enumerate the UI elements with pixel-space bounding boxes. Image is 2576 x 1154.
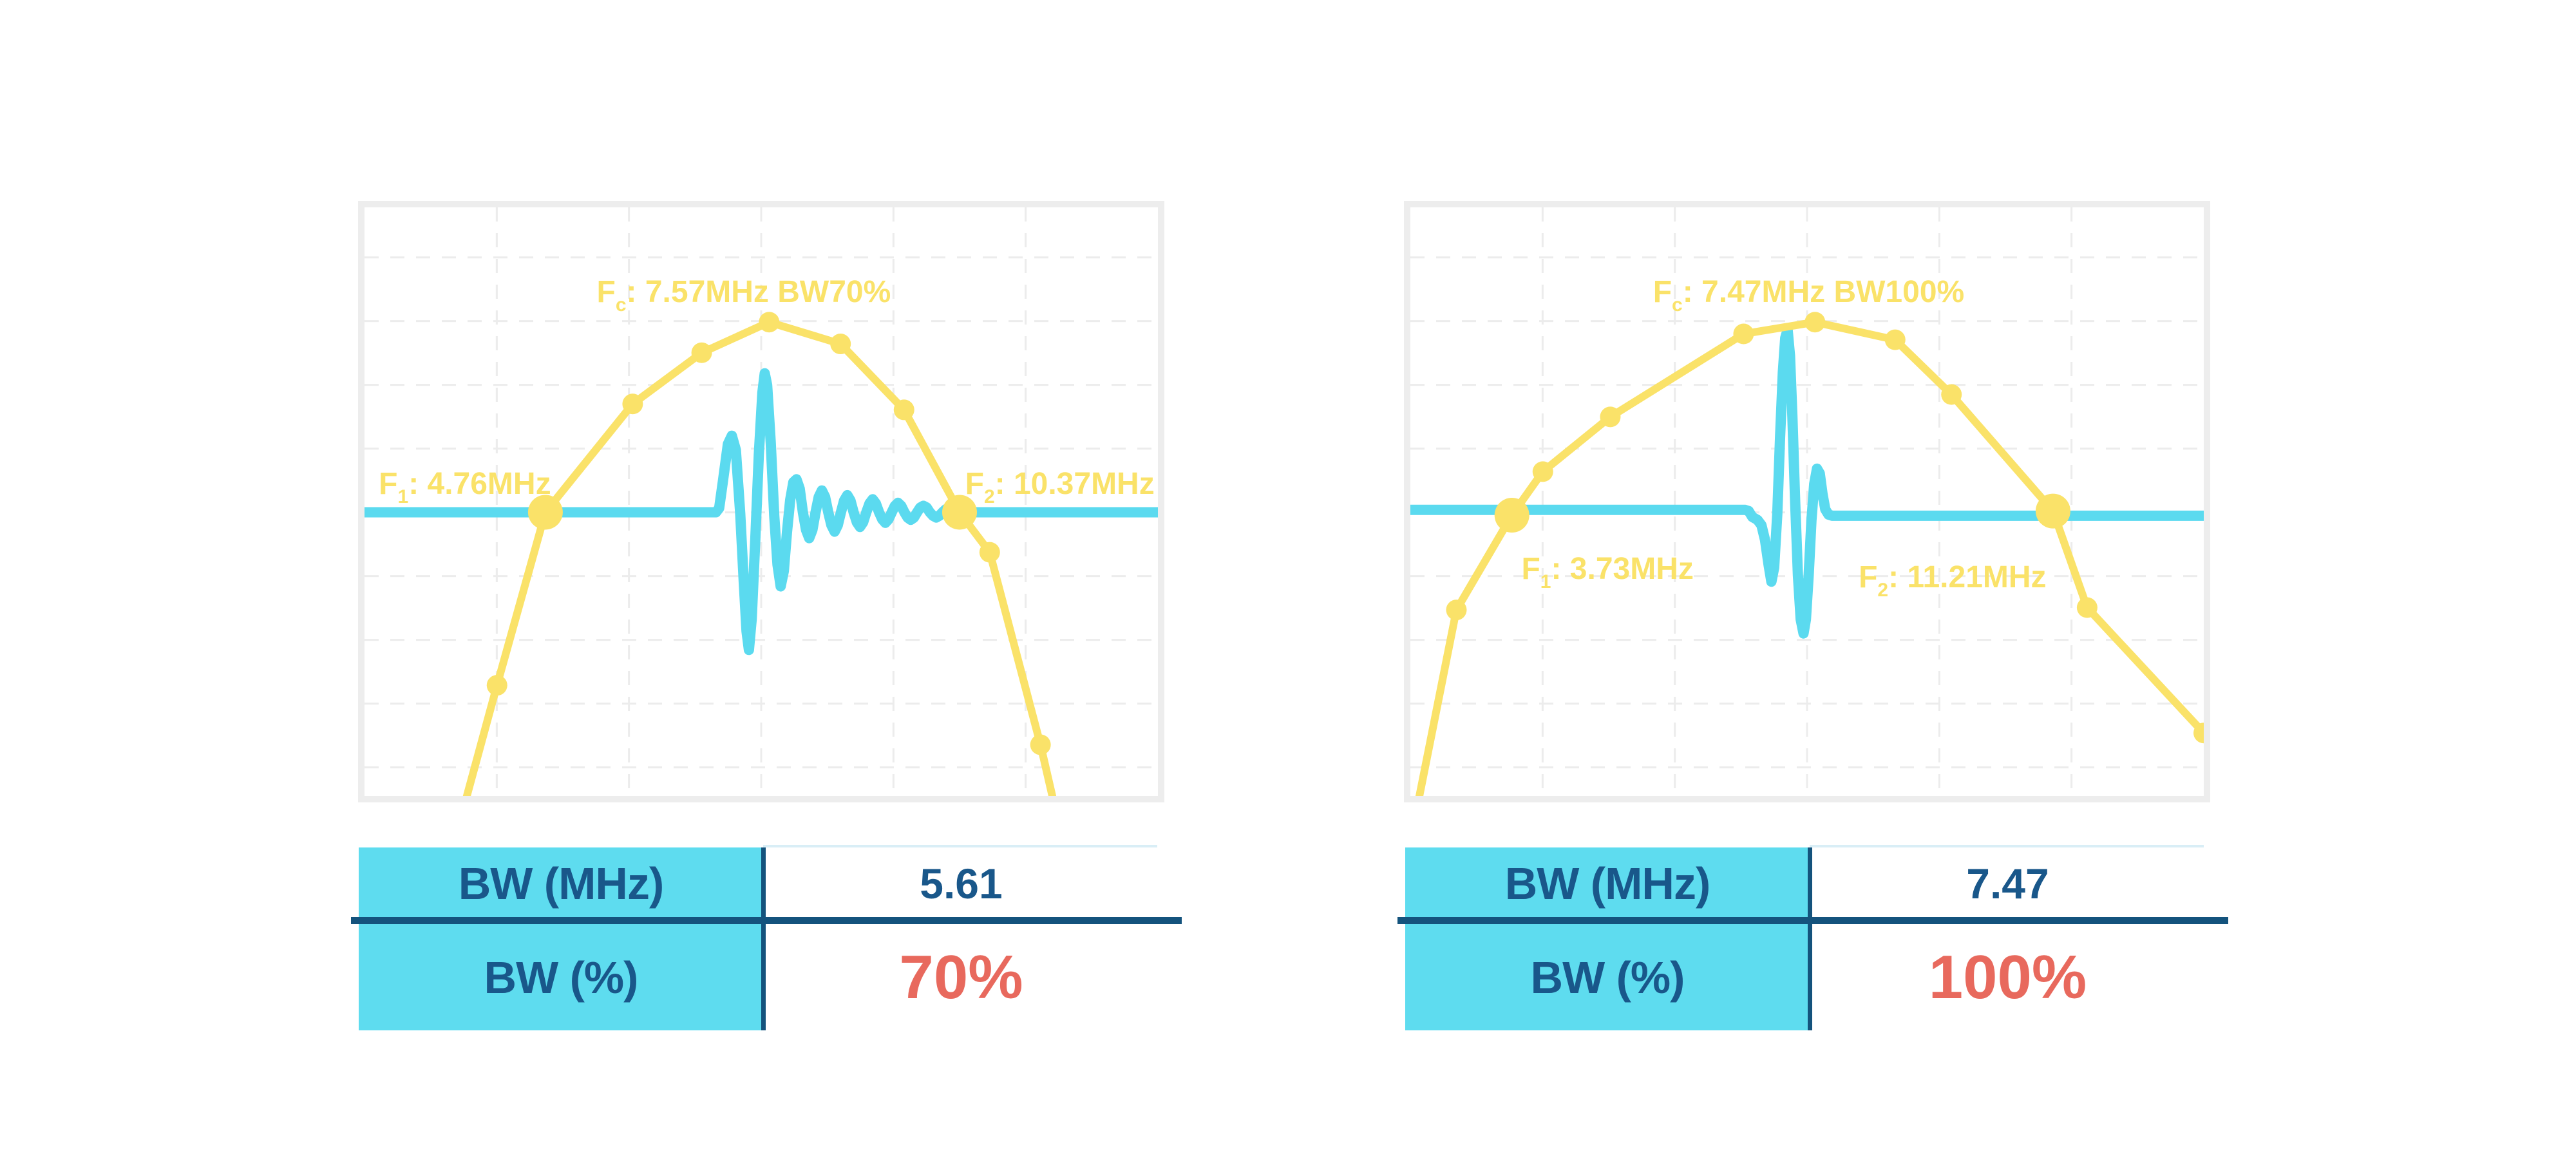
f1-label-text: : 4.76MHz [408,467,551,502]
fc-label: Fc: 7.47MHz BW100% [1653,273,1964,317]
f1-label-sub: 1 [1540,571,1551,592]
pulse-waveform [365,368,1158,656]
chart-bw100: Fc: 7.47MHz BW100% F1: 3.73MHz F2: 11.21… [1404,201,2210,802]
bw-mhz-value-cell: 7.47 [1810,847,2206,920]
fc-label-text: : 7.57MHz BW70% [626,275,891,310]
bw-pct-value: 100% [1928,942,2087,1012]
f2-label-pre: F [1859,560,1878,594]
f1-label-sub: 1 [397,486,409,508]
f1-label: F1: 3.73MHz [1521,550,1693,594]
spectrum-marker [622,393,643,415]
spectrum-marker [486,675,507,696]
spectrum-marker [759,312,780,333]
chart-bw100-canvas [1410,207,2204,796]
fc-label: Fc: 7.57MHz BW70% [597,273,891,317]
chart-bw70-canvas [365,207,1158,796]
spectrum-marker [1884,329,1906,350]
bw-mhz-label-cell: BW (MHz) [1405,847,1810,920]
bw-pct-label: BW (%) [484,952,639,1003]
bandwidth-edge-marker [942,495,977,530]
chart-bw70: Fc: 7.57MHz BW70% F1: 4.76MHz F2: 10.37M… [358,201,1164,802]
spectrum-marker [2193,723,2204,744]
spectrum-marker [1446,600,1467,621]
f1-label-pre: F [1521,551,1540,586]
table-row-divider [351,917,1182,924]
f1-label-pre: F [379,467,398,502]
spectrum-marker [1532,461,1553,482]
fc-label-pre: F [1653,275,1672,310]
f1-label: F1: 4.76MHz [379,465,551,509]
table-row-divider [1397,917,2228,924]
f2-label-sub: 2 [1877,579,1889,601]
spectrum-marker [2076,597,2098,618]
spectrum-marker [1733,323,1754,345]
bw-pct-value: 70% [899,942,1023,1012]
spectrum-marker [830,334,851,355]
fc-label-sub: c [615,294,627,316]
spectrum-marker [1030,734,1051,755]
bandwidth-edge-marker [2035,493,2070,529]
table-top-border [763,845,1157,848]
fc-label-text: : 7.47MHz BW100% [1682,275,1965,310]
bw-pct-value-cell: 70% [763,924,1159,1030]
spectrum-marker [691,342,712,363]
f2-label: F2: 11.21MHz [1859,558,2046,603]
spectrum-marker [893,399,914,421]
fc-label-sub: c [1672,294,1683,316]
f2-label-sub: 2 [983,486,995,508]
bw-mhz-value: 7.47 [1966,860,2049,907]
bw-pct-label-cell: BW (%) [359,924,763,1030]
spectrum-marker [1804,312,1826,333]
spectrum-marker [979,542,1000,563]
bw-pct-label-cell: BW (%) [1405,924,1810,1030]
spectrum-marker [1600,406,1621,428]
f2-label-text: : 10.37MHz [994,467,1155,502]
bandwidth-edge-marker [527,495,563,530]
bw-pct-value-cell: 100% [1810,924,2206,1030]
table-top-border [1810,845,2204,848]
bw-mhz-label-cell: BW (MHz) [359,847,763,920]
bw-mhz-value: 5.61 [920,860,1003,907]
pulse-waveform [1410,325,2204,639]
fc-label-pre: F [596,275,616,310]
f2-label: F2: 10.37MHz [965,465,1155,509]
bw-mhz-value-cell: 5.61 [763,847,1159,920]
bw-mhz-label: BW (MHz) [1504,858,1711,909]
bw-pct-label: BW (%) [1530,952,1685,1003]
f2-label-text: : 11.21MHz [1888,560,2047,594]
f1-label-text: : 3.73MHz [1551,551,1694,586]
bandwidth-table-bw70: BW (MHz) 5.61 BW (%) 70% [351,845,1188,1036]
spectrum-marker [1941,384,1962,405]
f2-label-pre: F [965,467,984,502]
table-column-divider [761,847,766,1030]
bandwidth-table-bw100: BW (MHz) 7.47 BW (%) 100% [1397,845,2235,1036]
bw-mhz-label: BW (MHz) [458,858,665,909]
bandwidth-edge-marker [1494,498,1530,533]
table-column-divider [1808,847,1812,1030]
spectrum-curve [462,318,1057,796]
